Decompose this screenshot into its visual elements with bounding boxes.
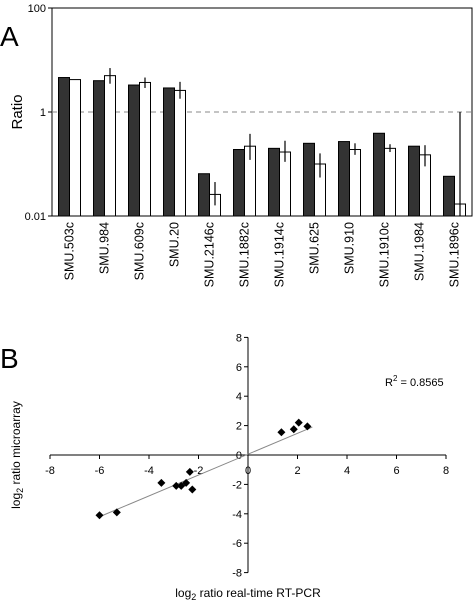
data-point [294,418,303,427]
x-tick-label-b: -8 [45,465,55,477]
data-point [185,467,194,476]
data-point [172,481,181,490]
bar-light [139,81,151,217]
trendline [99,426,313,518]
r-squared-annotation: R2 = 0.8565 [385,374,444,389]
bar-dark [128,84,140,217]
x-tick-label-a: SMU.503c [63,222,77,280]
y-tick-label-b: -2 [232,479,242,491]
y-tick-label-a: 0.01 [25,211,46,223]
bar-dark [373,132,385,217]
bar-dark [198,173,210,217]
bar-dark [408,145,420,217]
data-point [303,422,312,431]
data-point [277,428,286,437]
bar-dark [268,147,280,217]
bar-light [349,149,361,217]
bar-dark [233,149,245,217]
x-axis-label-b: log2 ratio real-time RT-PCR [175,586,321,602]
error-bars [109,68,461,216]
x-tick-label-b: 2 [294,465,300,477]
y-axis-label-b: log2 ratio microarray [9,401,25,509]
bars [58,75,466,217]
data-point [95,511,104,520]
y-tick-label-b: 0 [236,450,242,462]
panel-label-a: A [0,21,19,52]
y-tick-label-b: 4 [236,391,242,403]
x-tick-label-a: SMU.2146c [203,222,217,287]
data-point [112,508,121,517]
bar-dark [58,77,70,217]
y-tick-label-b: -6 [232,538,242,550]
y-tick-label-b: -4 [232,509,242,521]
y-tick-label-b: 6 [236,362,242,374]
y-tick-label-b: -8 [232,568,242,580]
data-point [289,425,298,434]
bar-dark [303,142,315,217]
x-tick-label-a: SMU.1896c [448,222,462,287]
x-tick-label-b: -4 [144,465,154,477]
bar-dark [163,87,175,217]
x-tick-label-a: SMU.625 [308,222,322,274]
x-ticks-b: -8 -6 -4 -2 0 2 4 6 8 [45,455,449,477]
panel-label-b: B [0,343,19,374]
y-ticks-a: 0.01 1 100 [25,3,52,223]
x-tick-label-a: SMU.910 [343,222,357,274]
x-tick-label-b: -2 [194,465,204,477]
data-point [182,478,191,487]
x-tick-label-a: SMU.1984 [413,222,427,281]
y-axis-label-a: Ratio [9,94,26,129]
x-tick-label-b: 4 [344,465,350,477]
x-tick-label-b: 6 [393,465,399,477]
x-tick-labels-a: SMU.503c SMU.984 SMU.609c SMU.20 SMU.2146c SM… [63,222,462,287]
x-tick-label-a: SMU.1910c [378,222,392,287]
y-tick-label-b: 8 [236,332,242,344]
bar-light [174,89,186,217]
x-tick-label-a: SMU.609c [133,222,147,280]
bar-dark [93,80,105,217]
data-points [95,418,312,520]
y-tick-label-a: 100 [28,3,46,15]
bar-light [69,79,81,217]
bar-light [104,75,116,217]
x-tick-label-a: SMU.1914c [273,222,287,287]
bar-dark [338,141,350,217]
y-tick-label-a: 1 [40,107,46,119]
x-tick-label-a: SMU.20 [168,222,182,267]
x-tick-label-b: 0 [245,465,251,477]
x-tick-label-b: 8 [443,465,449,477]
y-tick-label-b: 2 [236,421,242,433]
data-point [188,485,197,494]
bar-light [384,147,396,217]
x-tick-label-a: SMU.984 [98,222,112,274]
x-tick-label-a: SMU.1882c [238,222,252,287]
data-point [157,478,166,487]
x-tick-label-b: -6 [95,465,105,477]
bar-dark [443,175,455,217]
